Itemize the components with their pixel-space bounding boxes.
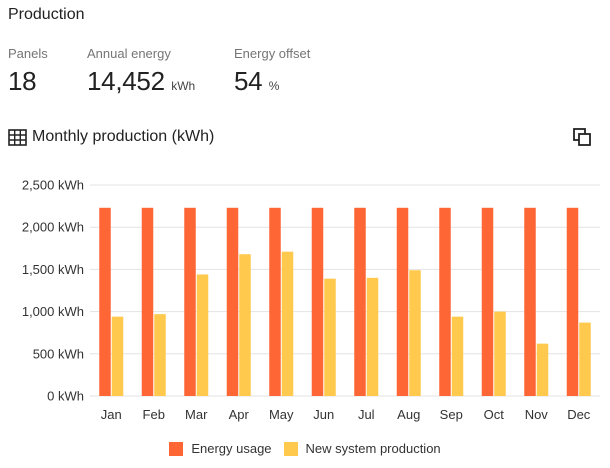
legend-label-new-system-production: New system production [305,441,441,456]
bar-energy-usage [524,207,536,396]
stat-annual-energy-label: Annual energy [87,46,171,61]
x-tick-label: Oct [484,407,505,422]
bar-new-system-production [196,274,209,396]
y-tick-label: 2,000 kWh [22,220,84,235]
bar-energy-usage [184,207,196,396]
x-tick-label: Mar [185,407,208,422]
stat-energy-offset-unit: % [268,79,280,93]
bar-energy-usage [226,207,239,396]
table-grid-icon[interactable] [8,128,27,146]
x-tick-label: Apr [229,407,250,422]
legend-swatch-energy-usage [169,441,184,456]
bar-new-system-production [239,254,251,396]
x-tick-label: Feb [143,407,165,422]
y-tick-label: 1,000 kWh [22,304,84,319]
bar-new-system-production [579,322,591,396]
copy-icon [573,128,591,146]
bar-energy-usage [396,207,409,396]
y-tick-label: 1,500 kWh [22,262,84,277]
y-tick-label: 0 kWh [47,389,84,404]
bar-new-system-production [494,311,506,396]
bar-energy-usage [566,207,579,396]
stat-energy-offset: Energy offset 54 % [234,46,310,97]
bar-new-system-production [409,270,421,396]
x-tick-label: Jan [101,407,122,422]
stat-energy-offset-value-row: 54 % [234,66,310,97]
x-tick-label: Aug [397,407,420,422]
bar-new-system-production [111,316,124,396]
stat-panels-value: 18 [8,66,37,96]
legend-item-energy-usage[interactable]: Energy usage [169,441,272,456]
bar-energy-usage [99,207,111,396]
stat-annual-energy-value-row: 14,452 kWh [87,66,195,97]
x-tick-label: Nov [525,407,549,422]
monthly-production-chart: 0 kWh 500 kWh 1,000 kWh 1,500 kWh 2,000 kWh 2… [22,178,600,422]
bar-new-system-production [451,316,464,396]
x-tick-label: Jul [358,407,375,422]
bar-energy-usage [269,207,281,396]
y-tick-label: 500 kWh [33,346,84,361]
bar-energy-usage [141,207,154,396]
legend-swatch-new-system-production [283,441,298,456]
chart-legend: Energy usage New system production [0,441,610,456]
bar-energy-usage [354,207,366,396]
bar-new-system-production [154,314,166,396]
stat-annual-energy: Annual energy 14,452 kWh [87,46,195,97]
copy-button[interactable] [571,126,593,148]
y-tick-label: 2,500 kWh [22,178,84,193]
legend-label-energy-usage: Energy usage [191,441,272,456]
stat-energy-offset-value: 54 [234,66,263,96]
chart-header: Monthly production (kWh) [8,127,214,147]
bar-energy-usage [311,207,324,396]
stat-energy-offset-label: Energy offset [234,46,311,61]
chart-title: Monthly production (kWh) [32,128,215,145]
section-title: Production [8,6,85,23]
legend-item-new-system-production[interactable]: New system production [283,441,441,456]
stat-panels: Panels 18 [8,46,48,97]
bar-new-system-production [324,278,336,396]
stat-panels-value-row: 18 [8,66,48,97]
stat-annual-energy-unit: kWh [171,79,196,93]
x-tick-label: Sep [440,407,463,422]
bar-energy-usage [439,207,451,396]
bar-new-system-production [281,251,294,396]
bar-new-system-production [536,343,549,396]
x-tick-label: May [269,407,294,422]
bar-energy-usage [481,207,494,396]
bar-new-system-production [366,277,379,396]
x-tick-label: Jun [313,407,334,422]
x-tick-label: Dec [567,407,591,422]
stat-annual-energy-value: 14,452 [87,66,165,96]
stat-panels-label: Panels [8,46,48,61]
